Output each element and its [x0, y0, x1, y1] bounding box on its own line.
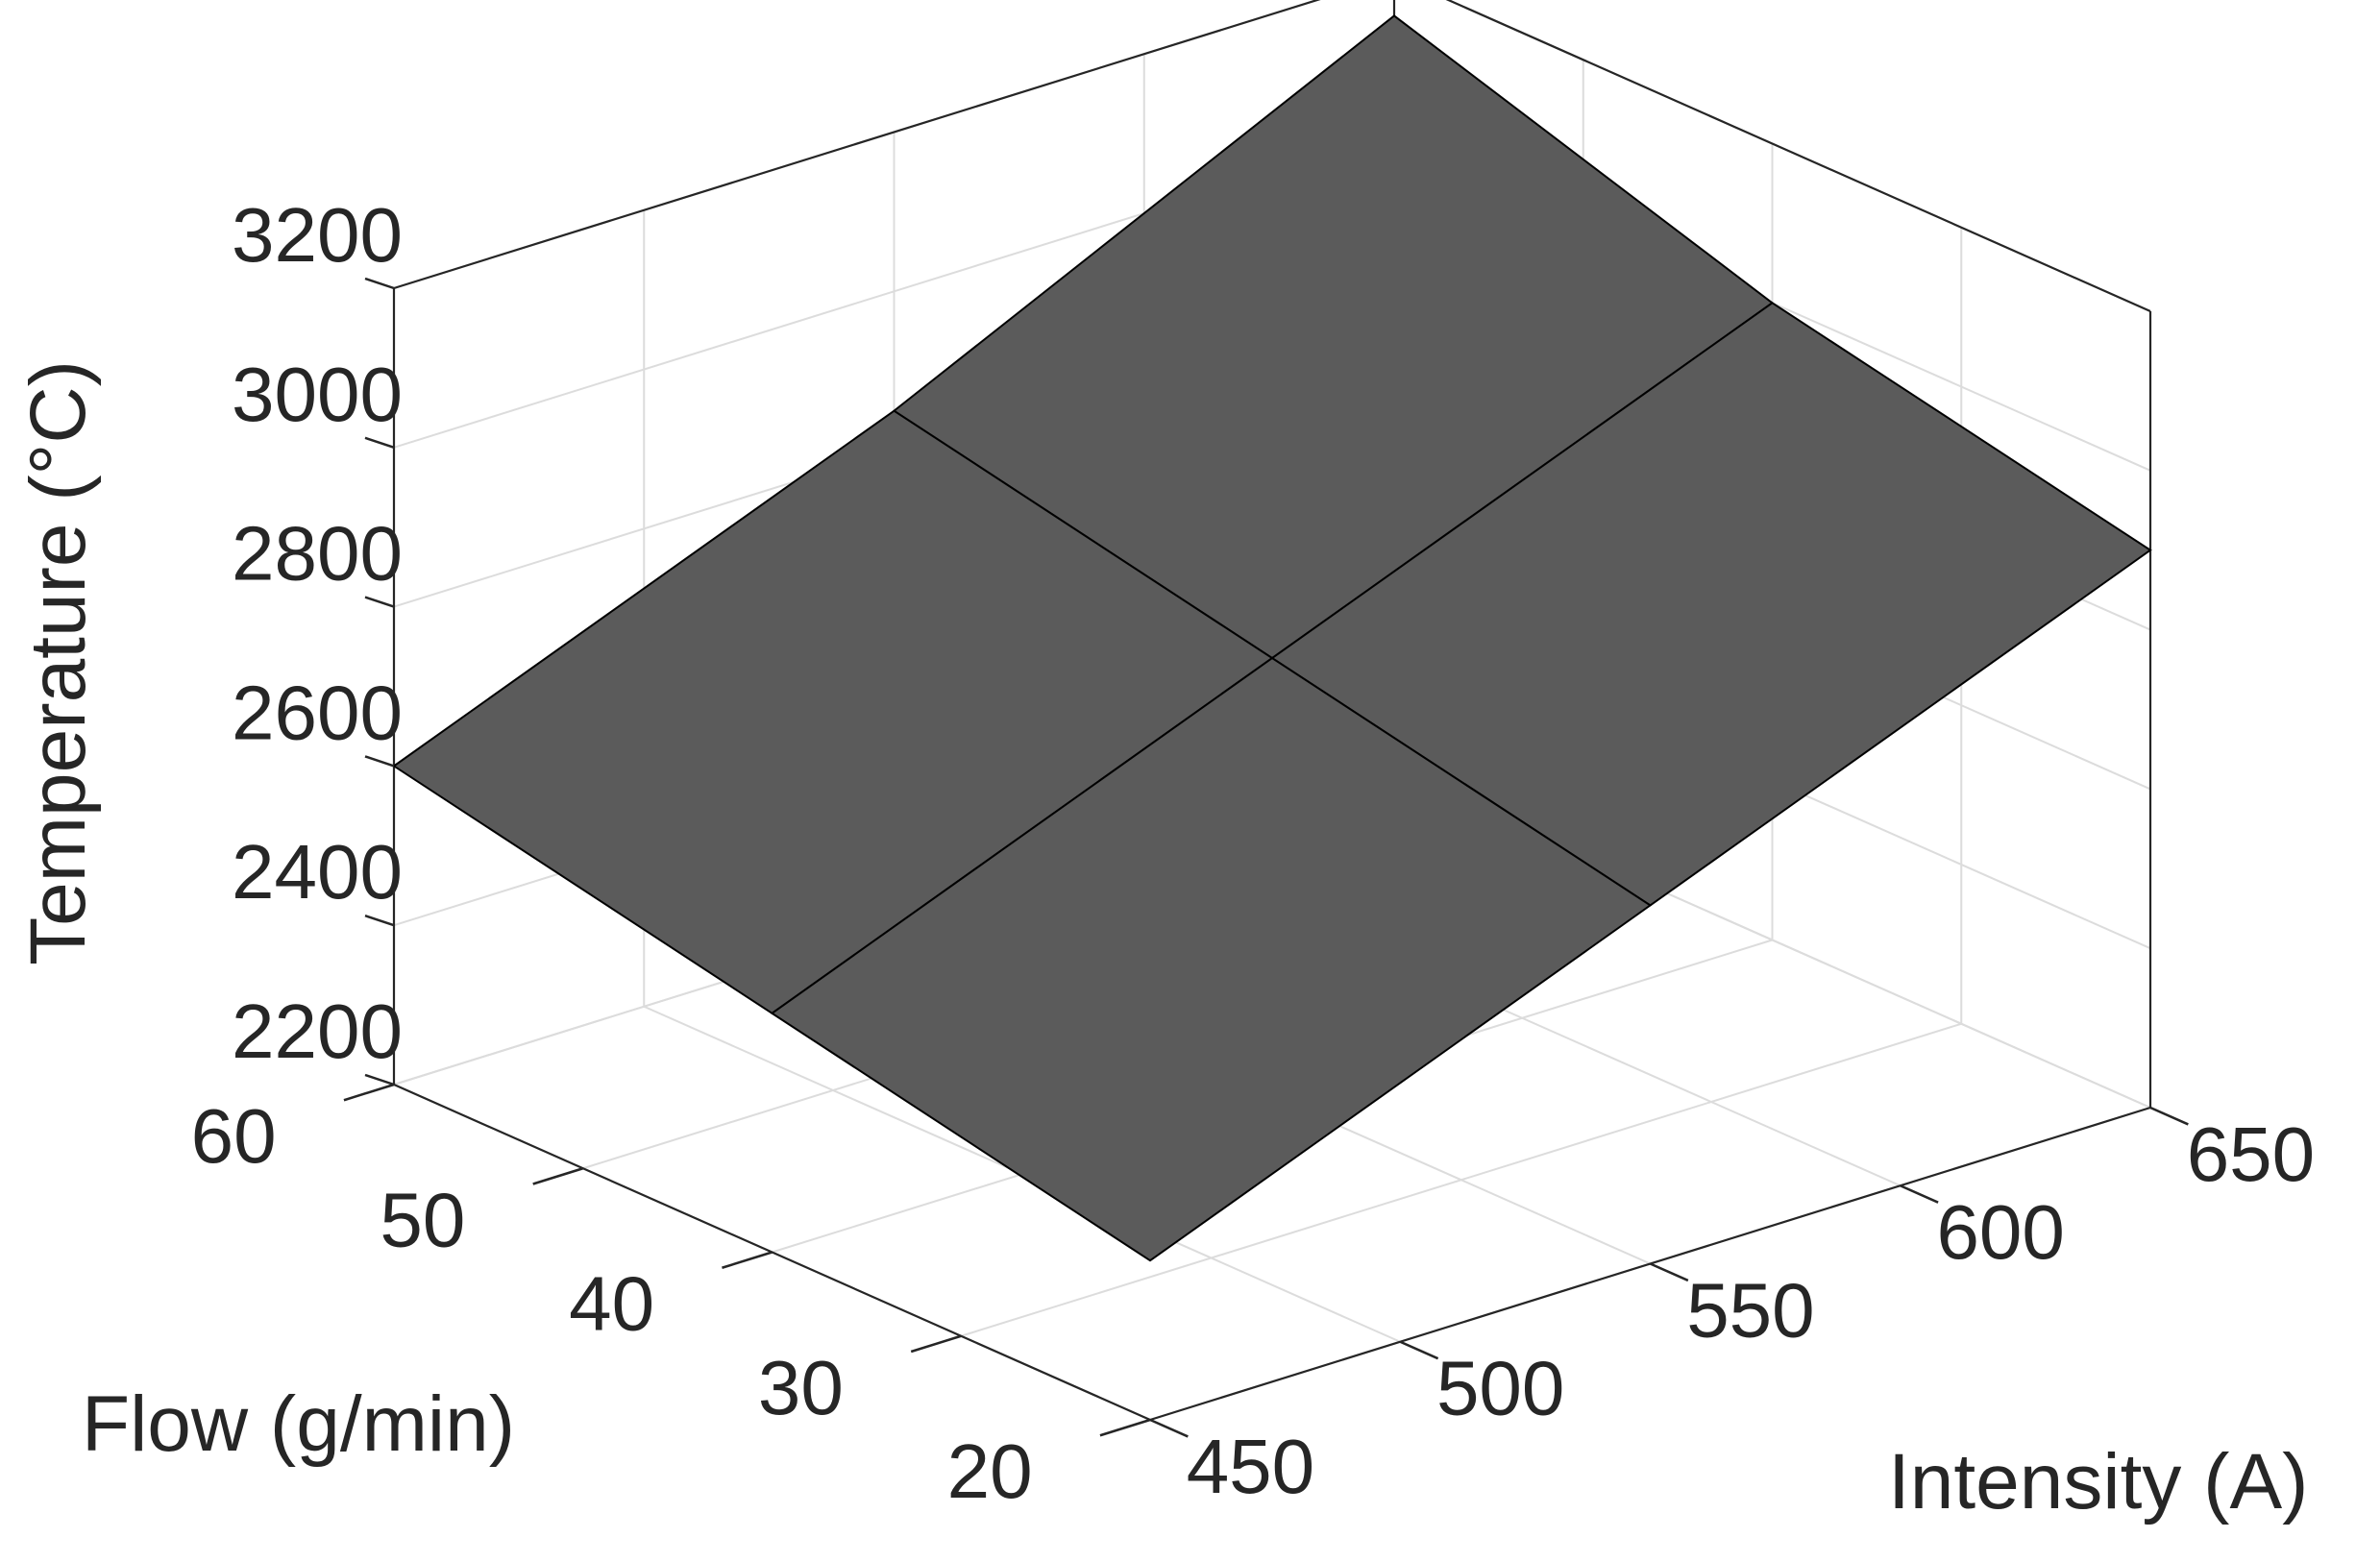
axes-box-edge [393, 0, 1321, 290]
y-tick-mark [532, 1167, 584, 1185]
y-tick-mark [722, 1251, 773, 1269]
z-axis-label: Temperature (°C) [14, 360, 102, 965]
y-tick-label: 20 [947, 1428, 1033, 1514]
z-tick-label: 2800 [232, 511, 403, 597]
surface-quad [770, 656, 1653, 1262]
z-tick-mark [364, 755, 395, 768]
y-tick-label: 50 [380, 1177, 465, 1262]
x-tick-label: 600 [1936, 1189, 2064, 1275]
x-tick-mark [1900, 1184, 1939, 1204]
axes-box-edge [1445, 0, 2151, 313]
x-tick-label: 550 [1686, 1267, 1814, 1353]
x-tick-mark [1649, 1262, 1689, 1282]
z-tick-mark [364, 1073, 395, 1086]
y-tick-mark [910, 1334, 962, 1354]
y-tick-mark [1099, 1418, 1151, 1437]
x-tick-label: 650 [2187, 1111, 2315, 1197]
z-tick-label: 3200 [232, 192, 403, 278]
z-tick-mark [364, 436, 395, 449]
y-tick-label: 60 [191, 1093, 277, 1179]
z-tick-mark [364, 915, 395, 927]
z-tick-label: 2200 [232, 988, 403, 1074]
z-tick-mark [364, 596, 395, 608]
x-tick-mark [1399, 1340, 1439, 1360]
z-tick-label: 2400 [232, 829, 403, 915]
z-tick-label: 2600 [232, 670, 403, 755]
z-tick-mark [364, 277, 395, 290]
surface [392, 14, 2152, 1262]
axis-ticks: 450 500 550 600 650 20 30 40 50 60 2200 2400 2600 280… [191, 192, 2316, 1514]
x-tick-label: 500 [1436, 1346, 1564, 1431]
y-tick-label: 40 [569, 1261, 654, 1347]
grid-line [960, 1022, 1962, 1337]
y-axis-label: Flow (g/min) [82, 1380, 515, 1468]
x-axis-label: Intensity (A) [1888, 1438, 2308, 1525]
x-tick-mark [2149, 1106, 2189, 1126]
z-tick-label: 3000 [232, 352, 403, 437]
x-tick-label: 450 [1187, 1424, 1314, 1509]
x-tick-mark [1149, 1418, 1189, 1438]
y-tick-label: 30 [758, 1345, 844, 1430]
y-tick-mark [343, 1083, 395, 1102]
